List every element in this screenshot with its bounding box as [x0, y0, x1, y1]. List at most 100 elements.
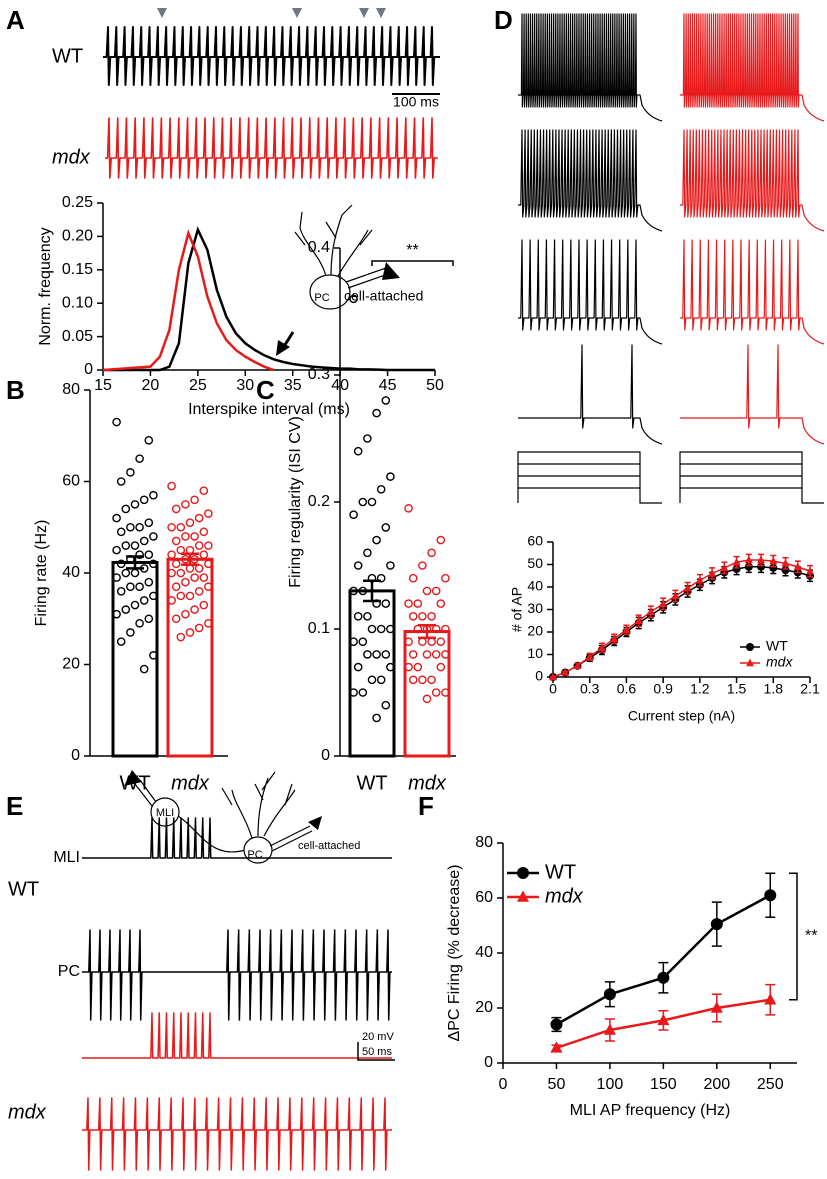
data-point — [353, 446, 363, 456]
data-point — [181, 532, 190, 541]
data-point — [171, 582, 181, 592]
x-tick-label: 200 — [703, 1076, 730, 1093]
data-point — [386, 624, 395, 634]
trace — [518, 129, 663, 232]
data-point — [181, 577, 190, 587]
current-step — [517, 451, 662, 504]
y-axis-label: Firing regularity (ISI CV) — [287, 416, 304, 588]
series-line — [552, 566, 811, 678]
y-axis-label: Firing rate (Hz) — [33, 520, 50, 627]
marker — [781, 558, 790, 567]
data-point — [372, 535, 381, 545]
y-tick-label: 0.1 — [308, 620, 330, 637]
data-point — [349, 294, 358, 304]
data-point — [372, 713, 381, 723]
data-point — [194, 541, 204, 550]
data-point — [126, 582, 135, 592]
data-point — [376, 484, 386, 494]
pipette-tip — [308, 816, 322, 830]
data-point — [436, 637, 446, 647]
data-point — [130, 600, 140, 610]
panel-letter: C — [256, 375, 275, 405]
data-point — [408, 650, 418, 659]
x-tick-label: WT — [356, 772, 387, 794]
marker — [597, 643, 606, 651]
marker — [659, 599, 668, 608]
data-point — [185, 628, 195, 637]
data-point — [381, 700, 391, 710]
x-axis-label: Current step (nA) — [628, 708, 735, 724]
marker — [732, 557, 741, 566]
cartoon-label: MLI — [156, 807, 174, 819]
data-point — [121, 605, 131, 614]
data-point — [436, 662, 446, 672]
data-point — [190, 573, 199, 582]
data-point — [135, 582, 144, 592]
marker — [769, 563, 778, 572]
x-tick-label: 2.1 — [800, 681, 820, 697]
data-point — [194, 513, 204, 523]
data-point — [149, 490, 158, 500]
data-point — [349, 586, 358, 596]
x-tick-label: 0.3 — [580, 681, 600, 697]
data-point — [363, 548, 372, 558]
trace-label: mdx — [8, 1101, 47, 1123]
axon — [177, 815, 246, 853]
y-axis-label: ΔPC Firing (% decrease) — [446, 865, 463, 1042]
data-point — [386, 561, 395, 570]
data-point — [139, 536, 149, 546]
y-tick-label: 0.15 — [62, 261, 93, 278]
marker — [603, 988, 616, 1001]
y-tick-label: 60 — [475, 889, 493, 906]
data-point — [144, 550, 154, 560]
data-point — [185, 518, 195, 527]
data-point — [167, 596, 176, 605]
data-point — [376, 675, 386, 685]
data-point — [353, 561, 363, 570]
y-tick-label: 0 — [321, 747, 330, 764]
cartoon-label: PC — [314, 292, 329, 304]
x-tick-label: 25 — [189, 377, 207, 394]
data-point — [116, 637, 126, 646]
data-point — [408, 573, 418, 583]
arrowhead — [157, 8, 167, 18]
y-tick-label: 0.2 — [308, 493, 330, 510]
data-point — [204, 541, 213, 550]
x-tick-label: 20 — [142, 377, 160, 394]
data-point — [190, 605, 199, 614]
trace — [680, 344, 825, 445]
data-point — [404, 504, 413, 513]
x-tick-label: 0 — [499, 1076, 508, 1093]
trace — [518, 13, 663, 122]
data-point — [441, 650, 450, 659]
data-point — [121, 568, 131, 578]
x-tick-label: 1.8 — [764, 681, 784, 697]
data-point — [386, 662, 395, 672]
data-point — [386, 472, 395, 481]
data-point — [130, 500, 140, 509]
x-tick-label: 45 — [379, 377, 397, 394]
data-point — [199, 527, 209, 537]
data-point — [358, 637, 368, 647]
x-tick-label: 0 — [549, 681, 557, 697]
pc-soma — [243, 836, 273, 864]
data-point — [167, 550, 176, 560]
y-tick-label: 0.10 — [62, 294, 93, 311]
data-point — [135, 454, 144, 463]
x-tick-label: 30 — [236, 377, 254, 394]
data-point — [204, 582, 213, 592]
data-point — [116, 559, 126, 569]
marker — [573, 661, 582, 669]
pipette — [134, 779, 157, 807]
data-point — [422, 586, 432, 596]
data-point — [372, 408, 381, 418]
marker — [517, 867, 529, 879]
legend-label: WT — [766, 638, 788, 654]
data-point — [372, 650, 381, 659]
bar — [348, 589, 396, 758]
marker — [757, 562, 766, 571]
trace-label: mdx — [52, 146, 91, 168]
cartoon-dendrites — [294, 204, 373, 277]
marker — [708, 569, 717, 577]
pipette-tip — [382, 262, 400, 280]
